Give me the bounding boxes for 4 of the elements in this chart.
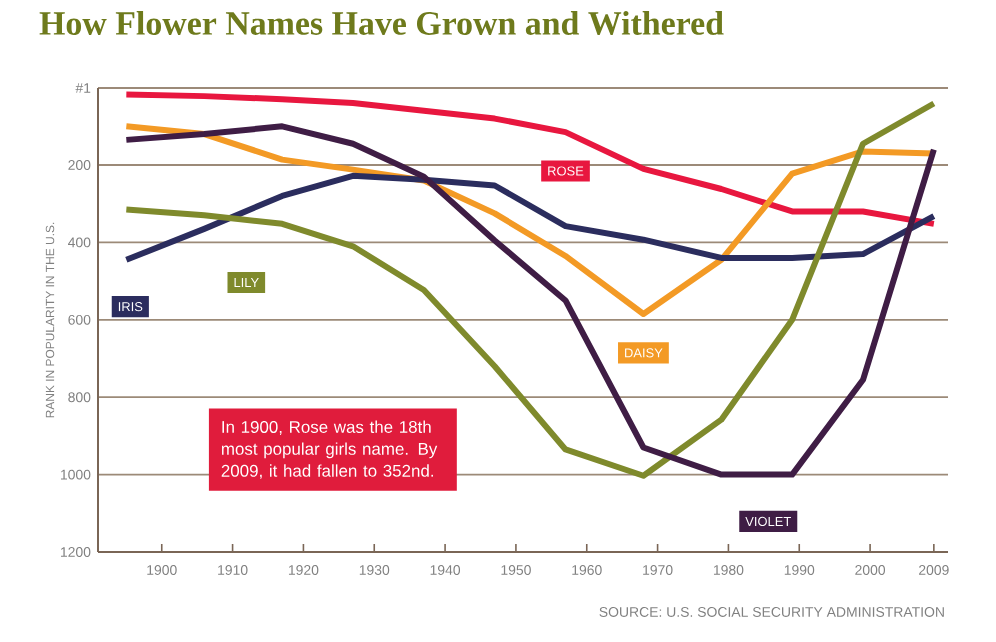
chart-title: How Flower Names Have Grown and Withered [39,11,724,36]
line-series [123,172,937,263]
annotation: In 1900, Rose was the 18th most popular girls name. By 2009, it had fallen to 352nd. [221,420,438,479]
line-series [123,91,937,227]
